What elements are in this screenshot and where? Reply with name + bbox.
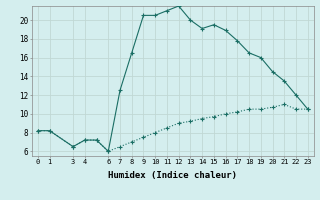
X-axis label: Humidex (Indice chaleur): Humidex (Indice chaleur) [108, 171, 237, 180]
